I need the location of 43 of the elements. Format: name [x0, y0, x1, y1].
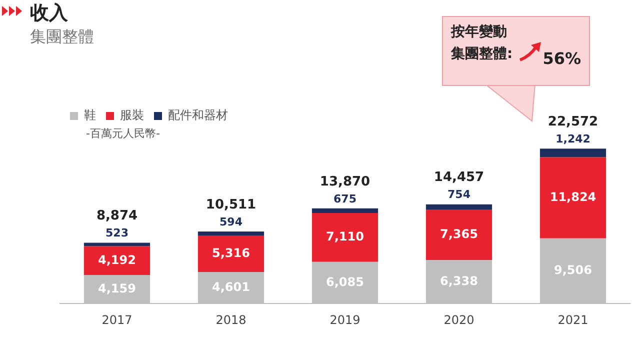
data-label: 523 — [106, 226, 128, 240]
total-label: 22,572 — [548, 114, 598, 130]
x-tick-label: 2019 — [330, 312, 360, 327]
data-label: 7,365 — [440, 226, 478, 241]
legend-label: 配件和器材 — [168, 108, 228, 122]
bar — [198, 231, 264, 236]
total-label: 13,870 — [320, 174, 370, 190]
data-label: 7,110 — [326, 230, 364, 244]
total-label: 14,457 — [434, 170, 484, 186]
bar — [84, 242, 150, 246]
legend-label: 鞋 — [84, 108, 96, 122]
text: 56% — [542, 49, 581, 68]
data-label: 675 — [334, 192, 356, 206]
total-label: 8,874 — [96, 208, 138, 224]
data-label: 9,506 — [554, 263, 592, 278]
legend-label: 服裝 — [120, 108, 144, 122]
data-label: 6,338 — [440, 274, 478, 288]
chart-subtitle: 集團整體 — [30, 27, 94, 48]
data-label: 594 — [220, 215, 243, 228]
total-label: 10,511 — [206, 197, 256, 212]
data-label: 6,085 — [326, 274, 364, 289]
text: -百萬元人民幣- — [86, 126, 160, 141]
data-label: 11,824 — [550, 190, 596, 204]
data-label: 4,192 — [98, 252, 136, 267]
x-tick-label: 2021 — [558, 312, 588, 327]
bar — [540, 157, 606, 238]
data-label: 4,159 — [98, 281, 136, 296]
text: 按年變動 — [451, 23, 508, 41]
bar — [426, 210, 492, 260]
bar — [198, 236, 264, 272]
x-tick-label: 2020 — [444, 312, 474, 327]
bar — [540, 148, 606, 158]
bar — [312, 208, 378, 214]
bar — [426, 204, 492, 210]
data-label: 4,601 — [212, 280, 250, 294]
data-label: 5,316 — [212, 246, 250, 260]
x-tick-label: 2018 — [216, 312, 246, 327]
text: 集團整體: — [451, 46, 513, 62]
x-tick-label: 2017 — [102, 312, 132, 327]
data-label: 754 — [448, 188, 471, 202]
data-label: 1,242 — [556, 132, 590, 146]
bar — [312, 213, 378, 262]
chart-title: 收入 — [30, 1, 68, 26]
